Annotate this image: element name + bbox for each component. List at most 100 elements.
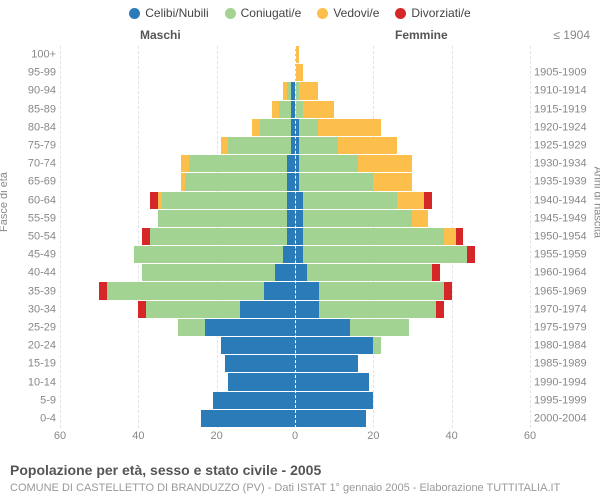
y-tick-right: 1995-1999 (534, 395, 587, 406)
y-tick-left: 15-19 (8, 359, 56, 370)
y-tick-right: 1975-1979 (534, 322, 587, 333)
bar-segment (412, 210, 428, 227)
bar-segment (279, 101, 291, 118)
bar-m (60, 82, 295, 99)
bar-segment (295, 264, 307, 281)
bar-segment (373, 337, 381, 354)
bar-f (295, 46, 530, 63)
legend-item: Divorziati/e (395, 6, 470, 20)
bar-m (60, 101, 295, 118)
bar-m (60, 64, 295, 81)
bar-segment (295, 101, 303, 118)
chart-title: Popolazione per età, sesso e stato civil… (10, 462, 321, 478)
bar-m (60, 228, 295, 245)
bar-f (295, 137, 530, 154)
bar-segment (303, 101, 334, 118)
bar-segment (264, 282, 295, 299)
bar-segment (295, 192, 303, 209)
bar-segment (295, 410, 366, 427)
y-tick-left: 65-69 (8, 177, 56, 188)
bar-segment (397, 192, 424, 209)
bar-m (60, 264, 295, 281)
bar-f (295, 173, 530, 190)
bar-m (60, 410, 295, 427)
bar-f (295, 319, 530, 336)
y-tick-left: 85-89 (8, 104, 56, 115)
y-tick-right: 1955-1959 (534, 250, 587, 261)
bar-segment (178, 319, 205, 336)
bar-f (295, 301, 530, 318)
bar-segment (295, 210, 303, 227)
bar-segment (318, 119, 381, 136)
y-tick-left: 25-29 (8, 322, 56, 333)
bar-segment (201, 410, 295, 427)
bar-segment (358, 155, 413, 172)
bar-segment (225, 355, 296, 372)
y-tick-right: 1905-1909 (534, 68, 587, 79)
y-tick-left: 60-64 (8, 195, 56, 206)
bar-f (295, 373, 530, 390)
y-tick-right: 1940-1944 (534, 195, 587, 206)
bar-segment (221, 137, 229, 154)
bar-segment (272, 101, 280, 118)
bar-m (60, 355, 295, 372)
x-tick: 0 (292, 430, 298, 442)
y-tick-left: 80-84 (8, 122, 56, 133)
bar-segment (295, 64, 303, 81)
bar-m (60, 319, 295, 336)
bar-segment (299, 82, 319, 99)
y-tick-left: 30-34 (8, 304, 56, 315)
legend-swatch (317, 8, 328, 19)
bar-segment (350, 319, 409, 336)
bar-segment (295, 355, 358, 372)
bar-segment (146, 301, 240, 318)
bar-segment (185, 173, 287, 190)
bar-f (295, 119, 530, 136)
bar-segment (303, 246, 468, 263)
x-tick: 40 (446, 430, 458, 442)
y-tick-right: 1970-1974 (534, 304, 587, 315)
y-axis-right: 2000-20041995-19991990-19941985-19891980… (534, 46, 592, 428)
bar-segment (436, 301, 444, 318)
bar-m (60, 173, 295, 190)
bar-segment (299, 173, 373, 190)
y-tick-right: 1980-1984 (534, 341, 587, 352)
bar-segment (287, 155, 295, 172)
x-tick: 20 (367, 430, 379, 442)
bar-segment (338, 137, 397, 154)
bar-segment (467, 246, 475, 263)
bar-segment (299, 137, 338, 154)
y-tick-right: 1945-1949 (534, 213, 587, 224)
bar-f (295, 192, 530, 209)
legend-label: Vedovi/e (333, 6, 379, 20)
bar-f (295, 337, 530, 354)
bar-segment (260, 119, 291, 136)
bar-f (295, 282, 530, 299)
legend-swatch (129, 8, 140, 19)
bar-segment (287, 210, 295, 227)
bar-segment (299, 155, 358, 172)
bar-m (60, 210, 295, 227)
center-line (295, 46, 296, 428)
bar-m (60, 301, 295, 318)
y-tick-right: 1950-1954 (534, 232, 587, 243)
bar-segment (319, 282, 444, 299)
gridline (530, 46, 531, 428)
y-tick-left: 75-79 (8, 141, 56, 152)
y-axis-left: 0-45-910-1415-1920-2425-2930-3435-3940-4… (8, 46, 56, 428)
bar-segment (205, 319, 295, 336)
bar-segment (252, 119, 260, 136)
y-axis-right-label: Anni di nascita (592, 166, 600, 238)
bar-segment (295, 392, 373, 409)
y-tick-left: 5-9 (8, 395, 56, 406)
y-tick-right: 1985-1989 (534, 359, 587, 370)
chart-subtitle: COMUNE DI CASTELLETTO DI BRANDUZZO (PV) … (10, 482, 560, 494)
bar-m (60, 373, 295, 390)
header-top-right: ≤ 1904 (553, 28, 590, 42)
bar-segment (275, 264, 295, 281)
bar-f (295, 101, 530, 118)
bar-segment (189, 155, 287, 172)
bar-segment (162, 192, 287, 209)
bar-segment (158, 210, 287, 227)
y-tick-left: 45-49 (8, 250, 56, 261)
